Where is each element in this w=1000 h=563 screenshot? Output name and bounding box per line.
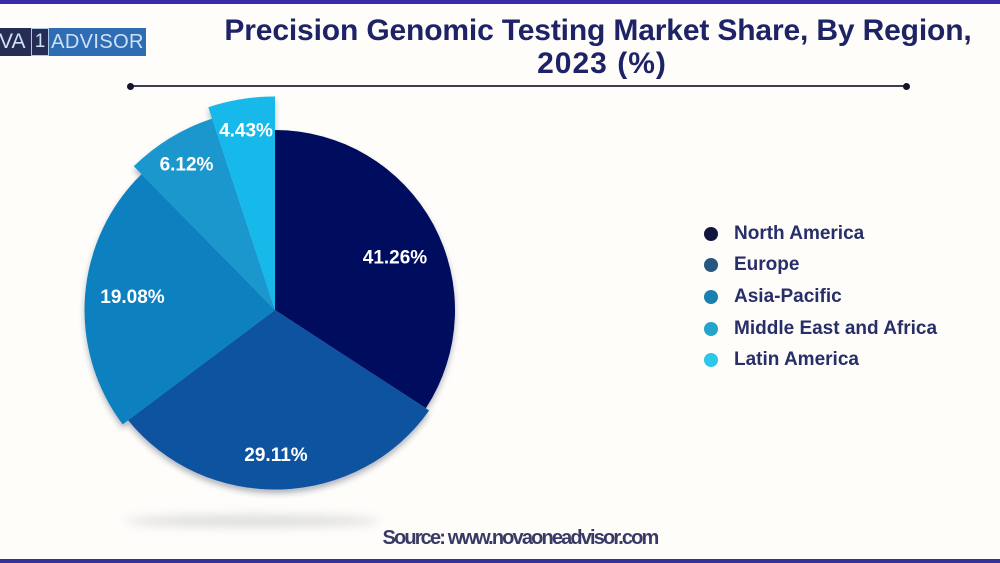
svg-text:41.26%: 41.26% xyxy=(363,248,428,269)
svg-text:19.08%: 19.08% xyxy=(100,287,165,308)
svg-text:4.43%: 4.43% xyxy=(219,121,273,142)
svg-text:6.12%: 6.12% xyxy=(160,155,214,176)
svg-text:29.11%: 29.11% xyxy=(244,445,307,466)
